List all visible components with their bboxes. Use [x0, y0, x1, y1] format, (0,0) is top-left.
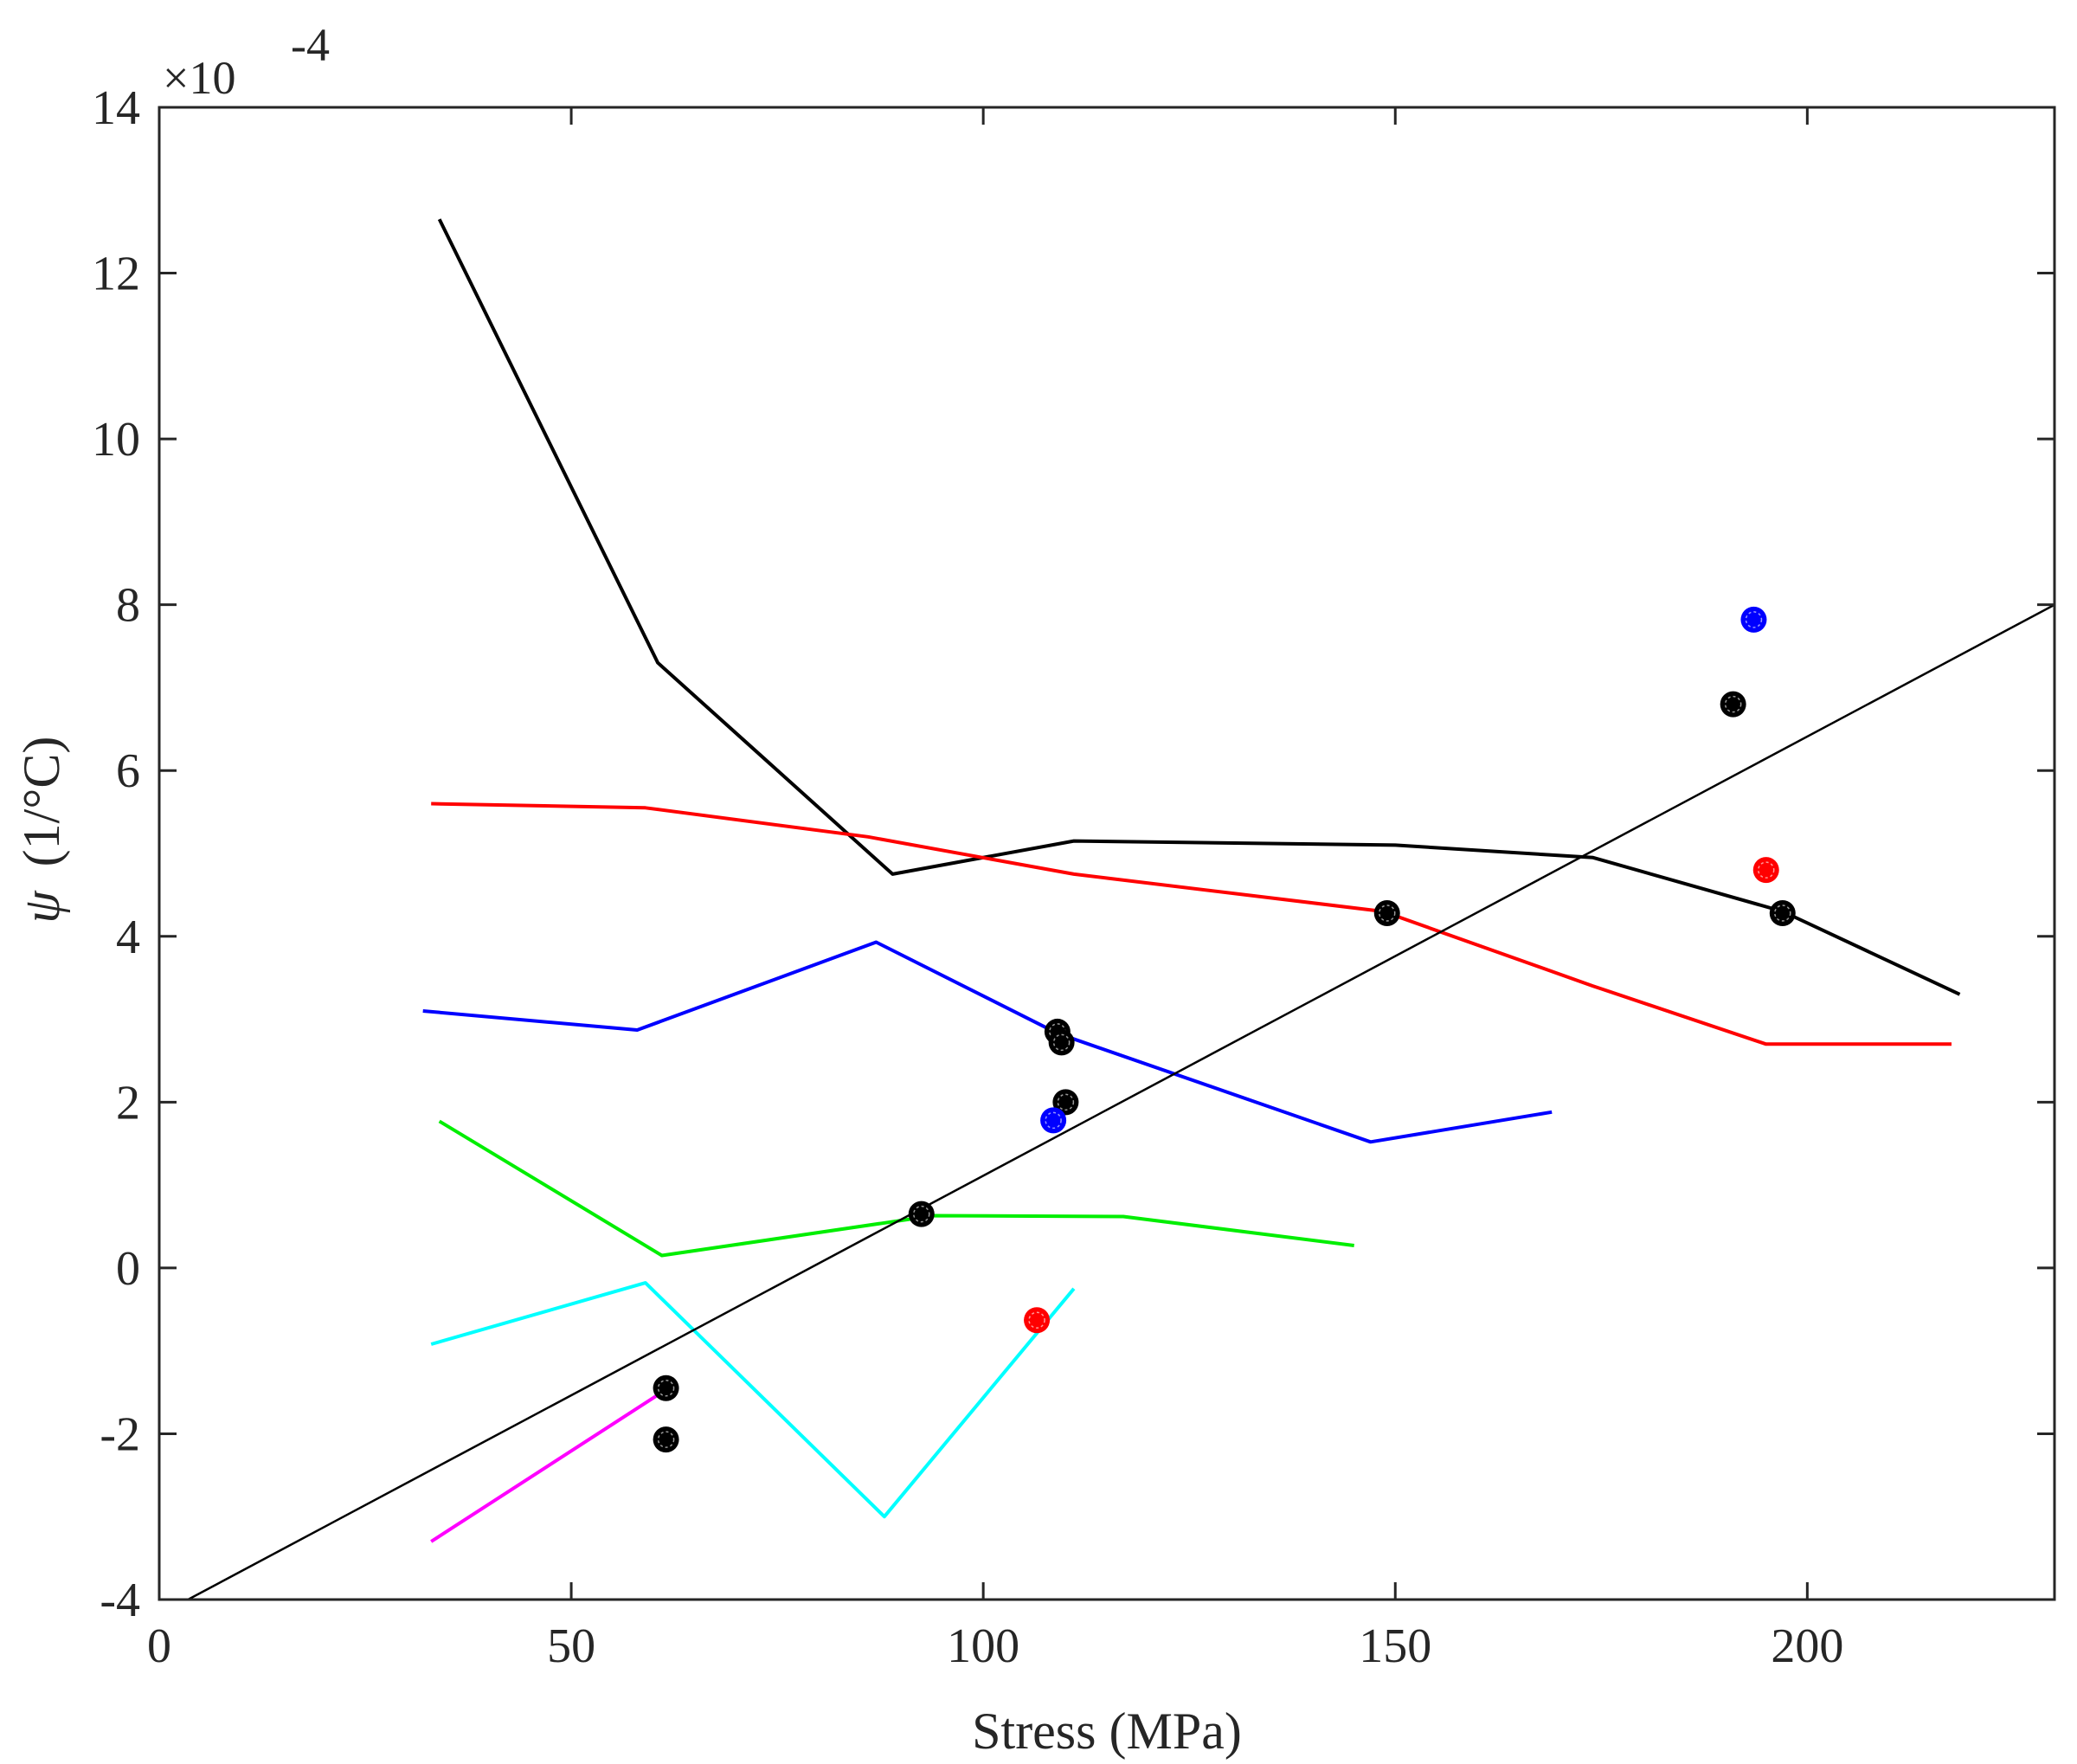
scatter-point-marker — [1052, 1089, 1079, 1116]
scatter-point-texture — [1378, 905, 1396, 922]
x-tick-label: 100 — [947, 1619, 1019, 1673]
scatter-point-texture — [1724, 695, 1742, 713]
scatter-point — [1024, 1307, 1051, 1334]
scatter-point-texture — [1028, 1311, 1045, 1329]
series-line-black — [437, 218, 1961, 996]
scatter-point-texture — [913, 1205, 930, 1223]
scatter-point — [1048, 1029, 1075, 1056]
scatter-point-texture — [657, 1380, 675, 1397]
axis-ticks-layer — [158, 106, 2054, 1601]
y-axis-title-symbol: ψ — [13, 890, 70, 924]
series-line-fit — [187, 603, 2054, 1600]
y-tick-label: -4 — [100, 1574, 140, 1627]
y-tick-label: 4 — [116, 911, 140, 964]
scatter-point — [1720, 691, 1746, 718]
scatter-point-marker — [653, 1426, 679, 1453]
y-exponent-base: ×10 — [163, 52, 235, 104]
scatter-point-texture — [1045, 1111, 1062, 1130]
x-tick-label: 0 — [147, 1619, 171, 1673]
scatter-point-marker — [1040, 1107, 1067, 1134]
scatter-point-texture — [1757, 861, 1775, 879]
scatter-point — [908, 1201, 935, 1227]
series-line-cyan — [430, 1281, 1076, 1519]
scatter-point-marker — [1024, 1307, 1051, 1334]
x-axis-title: Stress (MPa) — [972, 1703, 1242, 1760]
x-tick-label: 200 — [1771, 1619, 1843, 1673]
series-line-magenta — [430, 1390, 663, 1543]
y-axis-title-unit: (1/°C) — [13, 737, 70, 867]
scatter-point — [1752, 857, 1779, 884]
scatter-point — [1373, 899, 1400, 926]
plot-markers-layer — [653, 606, 1796, 1453]
y-tick-label: 10 — [92, 413, 140, 467]
scatter-point-marker — [653, 1375, 679, 1401]
scatter-point-marker — [1373, 899, 1400, 926]
y-axis-title: ψ (1/°C) — [13, 737, 70, 924]
y-tick-label: 8 — [116, 579, 140, 633]
y-tick-label: 12 — [92, 248, 140, 301]
scatter-point-texture — [1745, 611, 1763, 628]
x-tick-label: 50 — [547, 1619, 595, 1673]
scatter-point-marker — [1740, 606, 1767, 633]
y-tick-label: 0 — [116, 1242, 140, 1296]
scatter-point-texture — [1057, 1093, 1075, 1111]
scatter-point-marker — [1720, 691, 1746, 718]
scatter-point-marker — [1769, 899, 1796, 926]
y-tick-label: 14 — [92, 81, 140, 135]
scatter-point — [1052, 1089, 1079, 1116]
scatter-point-marker — [1048, 1029, 1075, 1056]
series-line-red — [431, 802, 1952, 1046]
series-line-blue — [422, 940, 1553, 1144]
scatter-point — [1740, 606, 1767, 633]
plot-series-layer — [187, 218, 2054, 1600]
scatter-point-texture — [657, 1431, 675, 1448]
y-tick-label: -2 — [100, 1407, 140, 1461]
tick-labels-layer: 0 50 100 150 200 -4 -2 0 2 4 6 8 10 12 14 — [92, 81, 1843, 1673]
scatter-point-marker — [908, 1201, 935, 1227]
scatter-point — [653, 1426, 679, 1453]
y-tick-label: 6 — [116, 744, 140, 798]
y-exponent-power: -4 — [291, 19, 330, 71]
axes-box — [158, 106, 2056, 1601]
y-tick-label: 2 — [116, 1076, 140, 1130]
scatter-point — [1040, 1107, 1067, 1134]
scatter-point-marker — [1752, 857, 1779, 884]
x-tick-label: 150 — [1359, 1619, 1431, 1673]
scatter-point — [653, 1375, 679, 1401]
scatter-point — [1769, 899, 1796, 926]
scatter-point-texture — [1774, 905, 1791, 922]
scatter-point-texture — [1052, 1033, 1071, 1052]
